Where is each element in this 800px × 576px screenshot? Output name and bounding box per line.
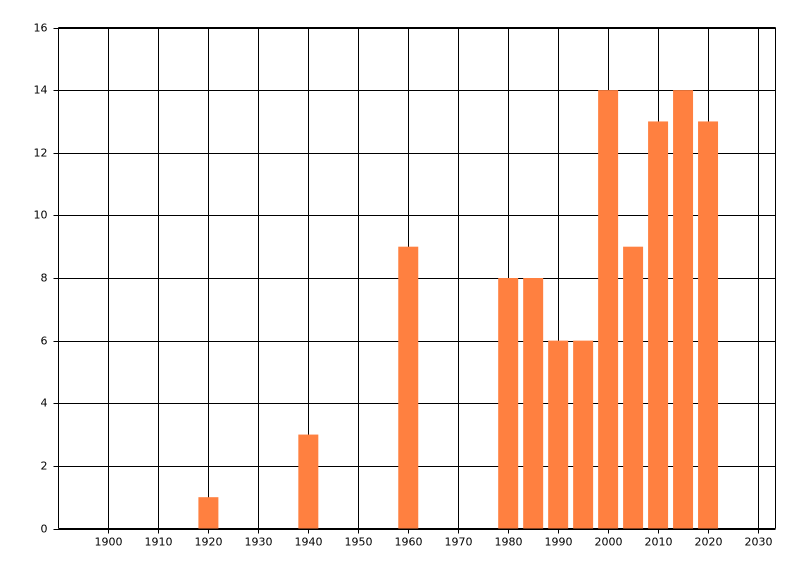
y-tick-label: 4 [41, 397, 48, 410]
x-tick-label: 1950 [345, 536, 373, 549]
x-tick-label: 1920 [195, 536, 223, 549]
x-tick-label: 1940 [295, 536, 323, 549]
bar [673, 90, 694, 529]
bar [398, 246, 419, 529]
y-tick-label: 12 [34, 147, 48, 160]
bar [298, 434, 319, 529]
y-tick-label: 0 [41, 523, 48, 536]
y-tick-label: 14 [34, 84, 48, 97]
x-tick-label: 2010 [645, 536, 673, 549]
x-tick-label: 1970 [445, 536, 473, 549]
bar [573, 340, 594, 529]
x-tick-label: 1900 [95, 536, 123, 549]
x-tick-label: 2030 [745, 536, 773, 549]
x-tick-label: 1980 [495, 536, 523, 549]
y-tick-label: 8 [41, 272, 48, 285]
y-tick-label: 2 [41, 460, 48, 473]
y-tick-label: 6 [41, 335, 48, 348]
x-tick-label: 2000 [595, 536, 623, 549]
bar [198, 497, 219, 529]
x-tick-label: 1910 [145, 536, 173, 549]
bar [498, 278, 519, 529]
y-tick-label: 10 [34, 209, 48, 222]
bar [598, 90, 619, 529]
bar [648, 121, 669, 529]
y-tick-label: 16 [34, 22, 48, 35]
bar [523, 278, 544, 529]
x-tick-label: 1990 [545, 536, 573, 549]
x-tick-label: 1930 [245, 536, 273, 549]
bar [548, 340, 569, 529]
x-tick-label: 2020 [695, 536, 723, 549]
x-tick-label: 1960 [395, 536, 423, 549]
bar [623, 246, 644, 529]
bar [698, 121, 719, 529]
